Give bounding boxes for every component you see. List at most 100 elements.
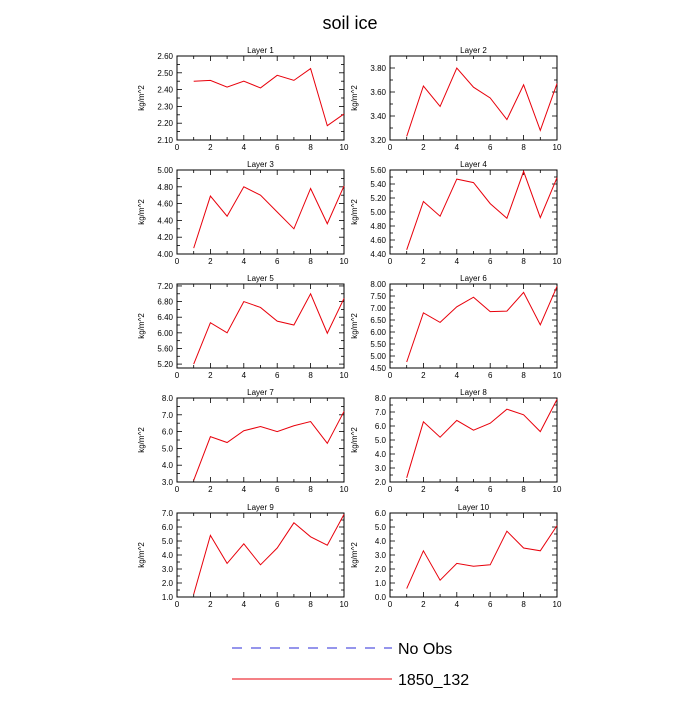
layer-7-series-line [194,411,344,480]
layer-4-xtick-label: 0 [388,257,393,266]
layer-5-xtick-label: 6 [275,371,280,380]
layer-7-xtick-label: 10 [340,485,349,494]
layer-10-ytick-label: 4.0 [375,537,387,546]
layer-7-ylabel: kg/m^2 [137,427,146,453]
layer-5-xtick-label: 0 [175,371,180,380]
layer-7-xtick-label: 6 [275,485,280,494]
layer-2-ytick-label: 3.40 [370,112,386,121]
layer-3-ylabel: kg/m^2 [137,199,146,225]
layer-6-xtick-label: 10 [553,371,562,380]
layer-3-ytick-label: 4.60 [157,200,173,209]
layer-8-xtick-label: 2 [421,485,426,494]
layer-2-xtick-label: 0 [388,143,393,152]
layer-4-xtick-label: 2 [421,257,426,266]
layer-1-ytick-label: 2.20 [157,119,173,128]
layer-10-ylabel: kg/m^2 [350,542,359,568]
layer-7-xtick-label: 8 [308,485,313,494]
layer-5-ytick-label: 6.00 [157,329,173,338]
layer-2-title: Layer 2 [460,46,487,55]
layer-9-ytick-label: 1.0 [162,593,174,602]
layer-9-ytick-label: 5.0 [162,537,174,546]
layer-1-series-line [194,69,344,126]
layer-9-xtick-label: 8 [308,600,313,609]
layer-6-xtick-label: 4 [455,371,460,380]
layer-3-ytick-label: 4.40 [157,216,173,225]
layer-8-ytick-label: 4.0 [375,450,387,459]
layer-7-ytick-label: 3.0 [162,478,174,487]
layer-8-ytick-label: 2.0 [375,478,387,487]
layer-2-xtick-label: 8 [521,143,526,152]
layer-4-xtick-label: 10 [553,257,562,266]
layer-9-ytick-label: 2.0 [162,579,174,588]
layer-3-xtick-label: 2 [208,257,213,266]
layer-8-ylabel: kg/m^2 [350,427,359,453]
layer-1-xtick-label: 4 [242,143,247,152]
layer-6-title: Layer 6 [460,274,487,283]
layer-2-xtick-label: 2 [421,143,426,152]
layer-3-xtick-label: 6 [275,257,280,266]
layer-5-ylabel: kg/m^2 [137,313,146,339]
legend: No Obs 1850_132 [232,641,469,689]
legend-label-no-obs: No Obs [398,641,452,658]
layer-8-xtick-label: 6 [488,485,493,494]
layer-4-ytick-label: 5.60 [370,166,386,175]
layer-10-ytick-label: 5.0 [375,523,387,532]
layer-9-frame [177,513,344,597]
layer-5-series-line [194,294,344,364]
layer-9-ylabel: kg/m^2 [137,542,146,568]
layer-10-title: Layer 10 [458,503,490,512]
layer-5-frame [177,284,344,368]
layer-6-ytick-label: 6.00 [370,328,386,337]
layer-5-ytick-label: 5.20 [157,360,173,369]
layer-9-xtick-label: 2 [208,600,213,609]
layer-8-ytick-label: 3.0 [375,464,387,473]
layer-10-ytick-label: 1.0 [375,579,387,588]
layer-4-ytick-label: 4.60 [370,236,386,245]
layer-3-series-line [194,186,344,248]
layer-8-ytick-label: 6.0 [375,422,387,431]
layer-6-frame [390,284,557,368]
layer-6-ytick-label: 5.50 [370,340,386,349]
layer-2-series-line [407,68,557,136]
layer-7-xtick-label: 2 [208,485,213,494]
layer-6-ylabel: kg/m^2 [350,313,359,339]
layer-5-title: Layer 5 [247,274,274,283]
layer-2-ylabel: kg/m^2 [350,85,359,111]
layer-10-xtick-label: 4 [455,600,460,609]
layer-9-xtick-label: 4 [242,600,247,609]
layer-8-xtick-label: 4 [455,485,460,494]
legend-label-1850-132: 1850_132 [398,672,469,689]
layer-3-ytick-label: 4.20 [157,233,173,242]
layer-6-xtick-label: 0 [388,371,393,380]
layer-4-ytick-label: 5.40 [370,180,386,189]
layer-5-ytick-label: 7.20 [157,282,173,291]
layer-9-xtick-label: 10 [340,600,349,609]
layer-9-ytick-label: 6.0 [162,523,174,532]
layer-7-ytick-label: 7.0 [162,411,174,420]
layer-2-ytick-label: 3.20 [370,136,386,145]
layer-6-ytick-label: 8.00 [370,280,386,289]
layer-6-ytick-label: 7.00 [370,304,386,313]
layer-6-xtick-label: 6 [488,371,493,380]
layer-5-xtick-label: 10 [340,371,349,380]
layer-9-xtick-label: 0 [175,600,180,609]
layer-10-ytick-label: 6.0 [375,509,387,518]
layer-4-title: Layer 4 [460,160,487,169]
layer-7-ytick-label: 4.0 [162,461,174,470]
layer-2-xtick-label: 4 [455,143,460,152]
layer-10-ytick-label: 3.0 [375,551,387,560]
layer-4-ytick-label: 5.20 [370,194,386,203]
layer-2-ytick-label: 3.80 [370,64,386,73]
layer-1-title: Layer 1 [247,46,274,55]
layer-6-ytick-label: 4.50 [370,364,386,373]
layer-8-title: Layer 8 [460,388,487,397]
layer-8-ytick-label: 5.0 [375,436,387,445]
